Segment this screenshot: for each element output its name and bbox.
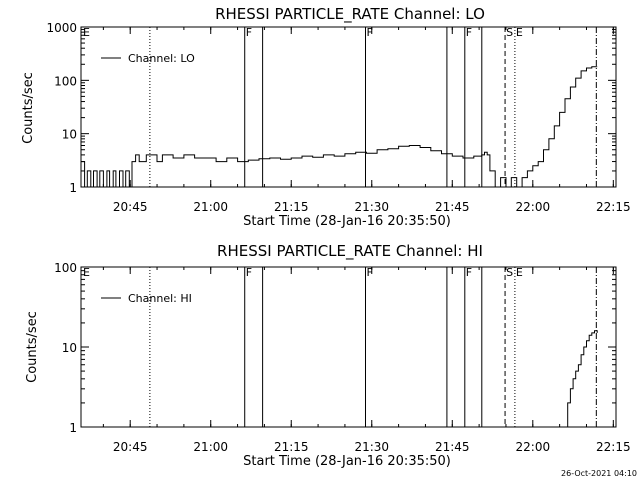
bottom-chart-title: RHESSI PARTICLE_RATE Channel: HI	[217, 242, 483, 261]
bottom-y-axis-label: Counts/sec	[25, 311, 40, 383]
flag-label: F	[466, 26, 472, 39]
x-tick-label: 21:15	[274, 200, 309, 214]
x-tick-label: 21:00	[193, 440, 228, 454]
y-tick-label: 100	[54, 74, 77, 88]
series-line	[81, 66, 598, 188]
y-tick-label: 10	[62, 128, 77, 142]
x-tick-label: 22:15	[596, 200, 631, 214]
x-tick-label: 22:15	[596, 440, 631, 454]
top-legend-label: Channel: LO	[128, 52, 195, 65]
flag-label: F	[466, 266, 472, 279]
top-chart-title: RHESSI PARTICLE_RATE Channel: LO	[215, 5, 485, 24]
flag-label: F	[366, 266, 372, 279]
flag-label: E	[83, 26, 90, 39]
x-tick-label: 21:15	[274, 440, 309, 454]
x-tick-label: 22:00	[516, 200, 551, 214]
y-tick-label: 10	[62, 341, 77, 355]
y-tick-label: 1	[69, 421, 77, 435]
flag-label: F	[246, 266, 252, 279]
top-x-axis-label: Start Time (28-Jan-16 20:35:50)	[243, 214, 451, 229]
flag-label: F	[366, 26, 372, 39]
top-plot-frame	[80, 26, 617, 188]
flag-label: E	[516, 266, 523, 279]
x-tick-label: 21:45	[435, 200, 470, 214]
top-y-axis-label: Counts/sec	[21, 72, 36, 144]
flag-label: S	[506, 266, 513, 279]
x-tick-label: 20:45	[113, 200, 148, 214]
flag-label: F	[246, 26, 252, 39]
x-tick-label: 21:45	[435, 440, 470, 454]
flag-label: E	[516, 26, 523, 39]
y-tick-label: 1000	[46, 21, 77, 35]
series-line	[565, 330, 598, 428]
y-tick-label: 100	[54, 261, 77, 275]
flag-label: E	[83, 266, 90, 279]
x-tick-label: 20:45	[113, 440, 148, 454]
bottom-plot-frame	[80, 266, 617, 428]
flag-label: S	[506, 26, 513, 39]
footer-timestamp: 26-Oct-2021 04:10	[561, 469, 637, 478]
bottom-x-axis-label: Start Time (28-Jan-16 20:35:50)	[243, 454, 451, 469]
x-tick-label: 22:00	[516, 440, 551, 454]
y-tick-label: 1	[69, 181, 77, 195]
x-tick-label: 21:00	[193, 200, 228, 214]
x-tick-label: 21:30	[354, 200, 389, 214]
bottom-legend-label: Channel: HI	[128, 292, 192, 305]
x-tick-label: 21:30	[354, 440, 389, 454]
